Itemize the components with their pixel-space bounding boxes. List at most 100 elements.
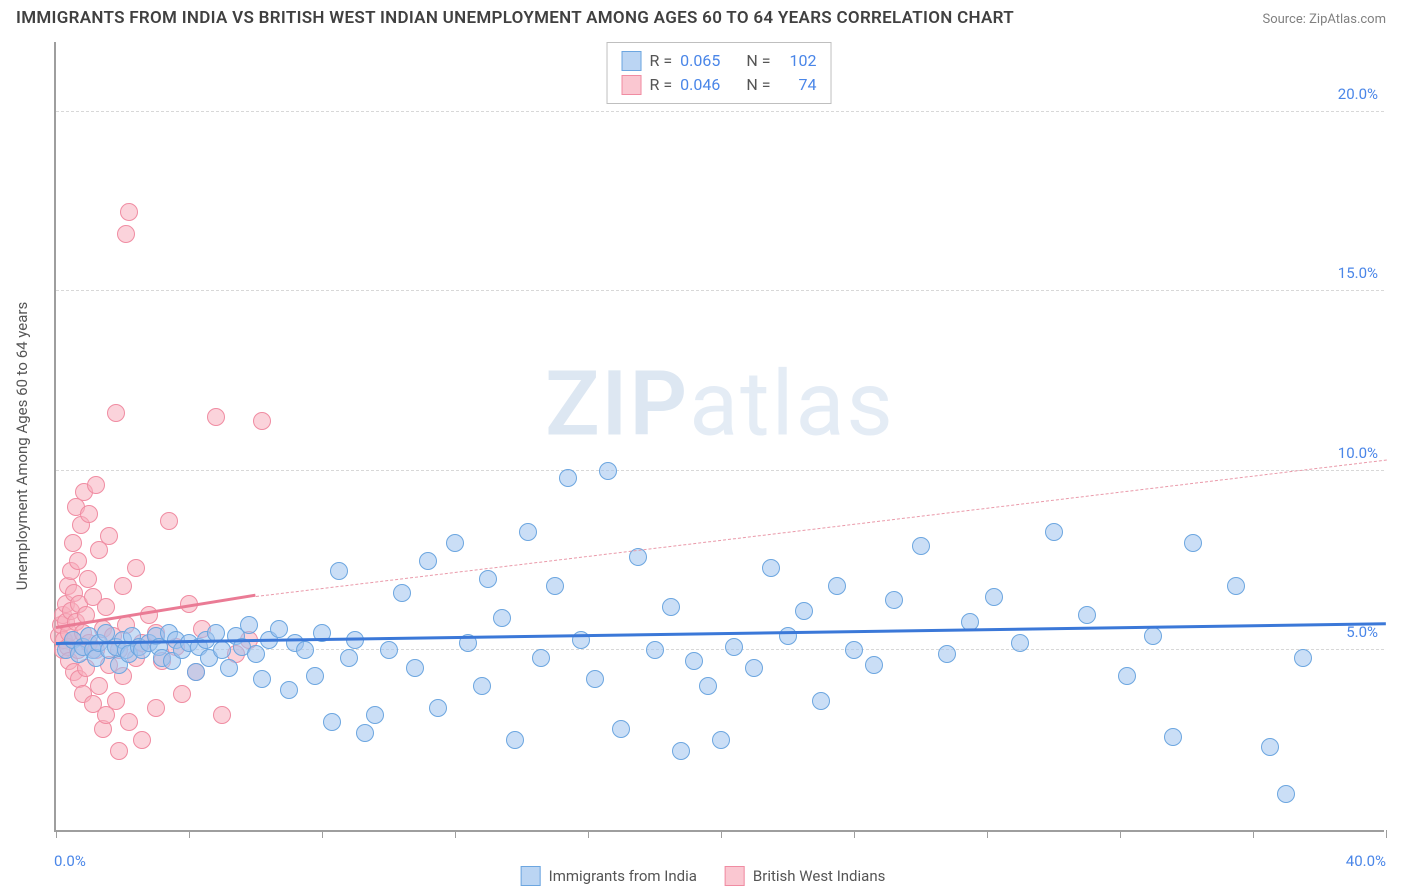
data-point-blue [672, 742, 690, 760]
watermark: ZIPatlas [545, 352, 895, 457]
data-point-blue [646, 641, 664, 659]
stat-r-label: R = [650, 49, 673, 73]
scatter-plot: ZIPatlas 5.0%10.0%15.0%20.0% [54, 42, 1384, 832]
data-point-blue [506, 731, 524, 749]
data-point-blue [712, 731, 730, 749]
data-point-blue [1184, 534, 1202, 552]
stat-n-value: 102 [778, 49, 816, 73]
stat-n-value: 74 [778, 73, 816, 97]
data-point-pink [133, 731, 151, 749]
data-point-pink [120, 713, 138, 731]
data-point-blue [812, 692, 830, 710]
y-axis-title: Unemployment Among Ages 60 to 64 years [13, 302, 31, 590]
data-point-pink [80, 505, 98, 523]
data-point-blue [280, 681, 298, 699]
data-point-blue [762, 559, 780, 577]
data-point-blue [306, 667, 324, 685]
data-point-pink [79, 570, 97, 588]
legend-item: Immigrants from India [521, 866, 697, 886]
data-point-pink [87, 476, 105, 494]
data-point-blue [330, 562, 348, 580]
data-point-pink [213, 706, 231, 724]
data-point-blue [725, 638, 743, 656]
data-point-blue [745, 659, 763, 677]
data-point-pink [69, 552, 87, 570]
data-point-blue [845, 641, 863, 659]
data-point-blue [795, 602, 813, 620]
data-point-blue [1277, 785, 1295, 803]
x-axis-max-label: 40.0% [1346, 852, 1386, 870]
data-point-blue [559, 469, 577, 487]
data-point-blue [779, 627, 797, 645]
data-point-pink [100, 527, 118, 545]
data-point-blue [356, 724, 374, 742]
data-point-blue [446, 534, 464, 552]
data-point-blue [419, 552, 437, 570]
legend-label: British West Indians [753, 867, 885, 885]
x-axis-tick [189, 830, 190, 838]
data-point-pink [110, 742, 128, 760]
gridline [56, 470, 1384, 471]
data-point-pink [117, 225, 135, 243]
data-point-blue [296, 641, 314, 659]
data-point-blue [1144, 627, 1162, 645]
data-point-pink [64, 534, 82, 552]
x-axis-tick [987, 830, 988, 838]
x-axis-tick [854, 830, 855, 838]
data-point-pink [90, 677, 108, 695]
source-attribution: Source: ZipAtlas.com [1262, 12, 1386, 27]
legend-swatch-blue [521, 866, 541, 886]
data-point-blue [1045, 523, 1063, 541]
data-point-blue [1227, 577, 1245, 595]
data-point-blue [473, 677, 491, 695]
data-point-blue [519, 523, 537, 541]
stat-r-value: 0.065 [680, 49, 720, 73]
data-point-blue [270, 620, 288, 638]
y-axis-tick-label: 20.0% [1338, 85, 1378, 103]
data-point-blue [1164, 728, 1182, 746]
data-point-blue [1011, 634, 1029, 652]
data-point-blue [393, 584, 411, 602]
stats-row: R =0.065N =102 [622, 49, 817, 73]
data-point-blue [479, 570, 497, 588]
data-point-blue [429, 699, 447, 717]
data-point-blue [1261, 738, 1279, 756]
x-axis-tick [1386, 830, 1387, 838]
data-point-blue [865, 656, 883, 674]
y-axis-tick-label: 10.0% [1338, 444, 1378, 462]
data-point-blue [532, 649, 550, 667]
trend-line [255, 459, 1386, 596]
data-point-blue [546, 577, 564, 595]
stat-n-label: N = [746, 73, 770, 97]
data-point-blue [828, 577, 846, 595]
chart-title: IMMIGRANTS FROM INDIA VS BRITISH WEST IN… [16, 8, 1014, 28]
data-point-blue [323, 713, 341, 731]
data-point-blue [662, 598, 680, 616]
watermark-zip: ZIP [545, 352, 689, 457]
stat-r-label: R = [650, 73, 673, 97]
data-point-blue [366, 706, 384, 724]
data-point-pink [127, 559, 145, 577]
data-point-blue [213, 641, 231, 659]
data-point-blue [1118, 667, 1136, 685]
data-point-blue [612, 720, 630, 738]
data-point-blue [247, 645, 265, 663]
gridline [56, 111, 1384, 112]
chart-area: ZIPatlas 5.0%10.0%15.0%20.0% R =0.065N =… [54, 42, 1384, 832]
stats-row: R =0.046N = 74 [622, 73, 817, 97]
data-point-blue [187, 663, 205, 681]
data-point-blue [220, 659, 238, 677]
data-point-blue [985, 588, 1003, 606]
data-point-pink [120, 203, 138, 221]
legend-swatch-pink [622, 75, 642, 95]
data-point-blue [938, 645, 956, 663]
x-axis-min-label: 0.0% [54, 852, 86, 870]
data-point-blue [885, 591, 903, 609]
y-axis-tick-label: 5.0% [1346, 623, 1378, 641]
x-axis-tick [1253, 830, 1254, 838]
data-point-blue [699, 677, 717, 695]
data-point-blue [1294, 649, 1312, 667]
data-point-pink [147, 699, 165, 717]
data-point-pink [160, 512, 178, 530]
data-point-pink [173, 685, 191, 703]
